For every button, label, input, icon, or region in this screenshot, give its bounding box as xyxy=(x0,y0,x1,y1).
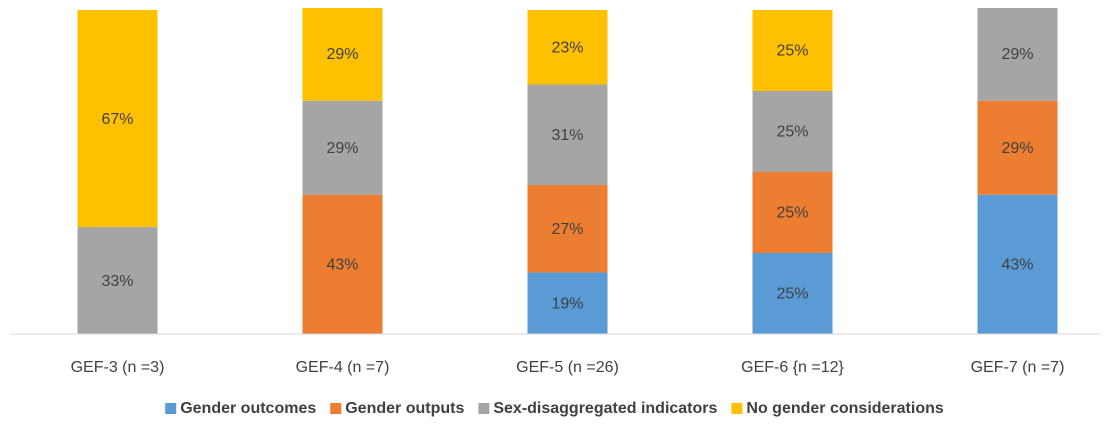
value-label: 25% xyxy=(776,43,808,60)
bar-segment xyxy=(302,8,383,101)
value-label: 23% xyxy=(551,39,583,56)
value-label: 25% xyxy=(776,124,808,141)
bar-segment xyxy=(977,8,1058,101)
x-tick-label: GEF-3 (n =3) xyxy=(71,359,165,376)
value-label: 67% xyxy=(101,111,133,128)
plot-area xyxy=(77,8,1058,334)
legend-label: Sex-disaggregated indicators xyxy=(493,400,717,417)
value-label: 33% xyxy=(101,273,133,290)
value-label: 29% xyxy=(1001,46,1033,63)
value-label: 25% xyxy=(776,205,808,222)
x-tick-label: GEF-7 (n =7) xyxy=(971,359,1065,376)
bar-segment xyxy=(752,91,833,172)
legend-swatch xyxy=(165,403,177,414)
x-tick-label: GEF-5 (n =26) xyxy=(516,359,619,376)
value-label: 43% xyxy=(326,257,358,274)
bar-segment xyxy=(752,253,833,334)
legend-swatch xyxy=(330,403,342,414)
value-label: 31% xyxy=(551,127,583,144)
bar-segment xyxy=(527,84,608,185)
bar-segment xyxy=(77,227,158,334)
value-label: 19% xyxy=(551,295,583,312)
value-label: 29% xyxy=(326,46,358,63)
bar-segment xyxy=(977,100,1058,195)
value-label: 29% xyxy=(1001,140,1033,157)
legend-swatch xyxy=(478,403,490,414)
bar-segment xyxy=(302,100,383,195)
bar-segment xyxy=(752,172,833,253)
bar-segment xyxy=(527,10,608,85)
bar-segment xyxy=(77,10,158,228)
bar-segment xyxy=(977,194,1058,334)
bar-segment xyxy=(752,10,833,91)
legend-label: No gender considerations xyxy=(746,400,943,417)
value-label: 29% xyxy=(326,140,358,157)
legend-label: Gender outputs xyxy=(345,400,464,417)
bar-segment xyxy=(527,272,608,334)
legend-label: Gender outcomes xyxy=(180,400,316,417)
value-label: 43% xyxy=(1001,257,1033,274)
x-tick-label: GEF-6 {n =12} xyxy=(741,359,844,376)
bar-segment xyxy=(527,184,608,273)
value-label: 25% xyxy=(776,286,808,303)
x-tick-label: GEF-4 (n =7) xyxy=(296,359,390,376)
bar-segment xyxy=(302,194,383,334)
legend-swatch xyxy=(731,403,743,414)
value-label: 27% xyxy=(551,221,583,238)
